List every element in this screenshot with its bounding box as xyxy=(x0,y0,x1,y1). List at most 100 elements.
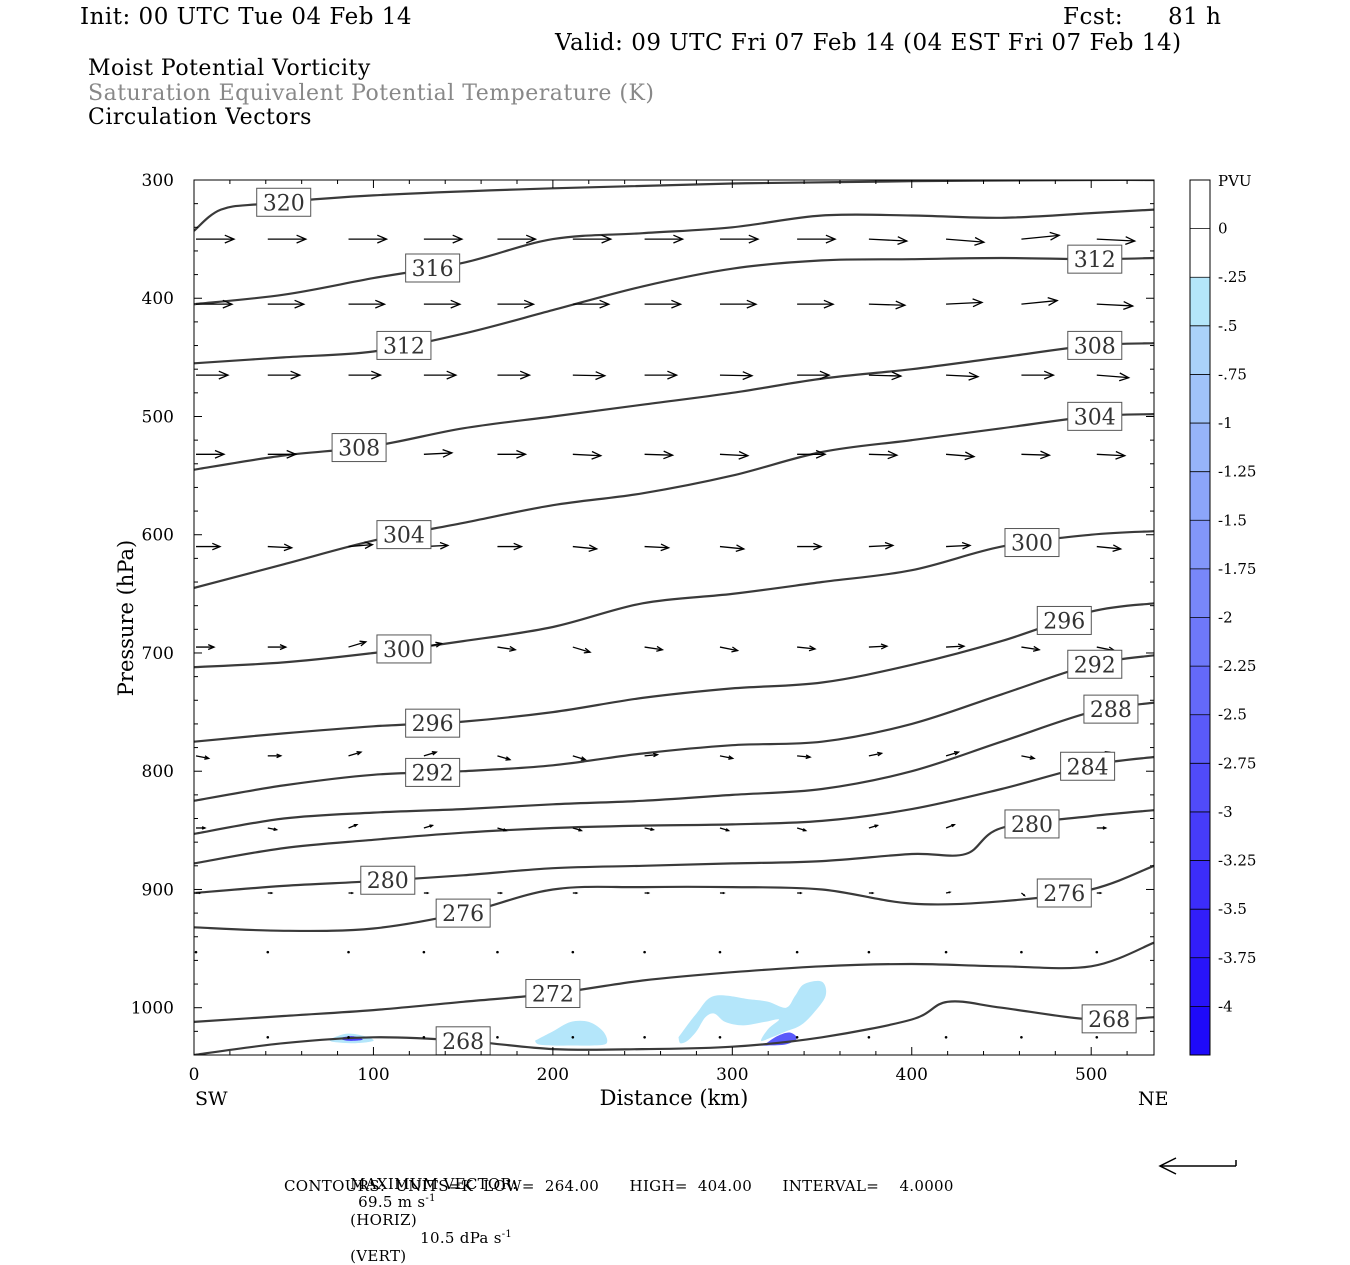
mpv-shade-0 xyxy=(678,980,827,1044)
contour-label-312-1: 312 xyxy=(376,330,432,360)
vector-arrow-7-5 xyxy=(572,827,584,832)
colorbar-label-4: -1 xyxy=(1218,414,1233,432)
vector-arrow-4-9 xyxy=(868,541,895,550)
forecast-hour: 81 h xyxy=(1168,4,1222,30)
y-tick-label-300: 300 xyxy=(142,171,174,191)
vector-arrow-6-6 xyxy=(644,752,660,758)
vector-arrow-6-4 xyxy=(497,755,512,761)
vector-arrow-3-1 xyxy=(267,449,298,459)
colorbar-label-2: -.5 xyxy=(1218,317,1237,335)
vector-arrow-6-7 xyxy=(719,755,735,760)
vector-arrow-3-7 xyxy=(719,450,750,460)
vector-arrow-0-12 xyxy=(1096,236,1137,246)
vector-arrow-8-7 xyxy=(719,891,726,895)
vector-arrow-9-6 xyxy=(643,950,646,954)
vector-arrow-0-6 xyxy=(644,234,685,244)
svg-text:276: 276 xyxy=(442,902,484,927)
contours-info-line: CONTOURS: UNITS=K LOW= 264.00 HIGH= 404.… xyxy=(284,1177,954,1195)
vector-arrow-3-10 xyxy=(946,451,976,461)
vector-arrow-0-7 xyxy=(719,234,760,244)
vector-arrow-5-9 xyxy=(868,643,889,650)
colorbar-box-14 xyxy=(1190,860,1210,910)
vector-arrow-1-6 xyxy=(644,299,683,309)
max-vector-horiz: 69.5 m s xyxy=(358,1193,426,1211)
vector-arrow-2-11 xyxy=(1021,370,1056,380)
colorbar-label-11: -2.75 xyxy=(1218,754,1256,772)
vector-arrow-10-9 xyxy=(944,1035,948,1039)
colorbar-box-6 xyxy=(1190,471,1210,521)
colorbar: PVU 0 -.25 -.5 -.75 -1 -1.25 -1.5 -1.75 -2 -2.25 -2… xyxy=(1189,172,1256,1056)
vector-arrow-2-4 xyxy=(497,370,532,380)
vector-arrow-5-0 xyxy=(196,644,216,651)
vector-arrow-2-10 xyxy=(946,371,980,381)
vector-arrow-0-9 xyxy=(868,236,909,246)
vector-arrow-7-0 xyxy=(196,826,207,830)
contour-label-308-2: 308 xyxy=(1067,330,1123,360)
svg-text:312: 312 xyxy=(1074,248,1116,273)
max-vector-label: MAXIMUM VECTOR: xyxy=(350,1175,518,1193)
colorbar-label-5: -1.25 xyxy=(1218,463,1256,481)
svg-text:300: 300 xyxy=(1011,532,1053,557)
vector-arrow-7-2 xyxy=(348,823,359,829)
vector-arrow-1-10 xyxy=(946,298,984,308)
vector-arrow-9-12 xyxy=(1095,950,1099,954)
vector-arrow-5-7 xyxy=(719,646,740,653)
colorbar-box-4 xyxy=(1190,374,1210,424)
vector-arrow-1-3 xyxy=(423,299,462,309)
vector-arrow-2-12 xyxy=(1096,372,1131,382)
x-tick-label-400: 400 xyxy=(896,1065,928,1085)
svg-text:272: 272 xyxy=(532,983,574,1008)
colorbar-box-3 xyxy=(1190,325,1210,375)
vector-arrow-6-10 xyxy=(945,750,961,757)
colorbar-box-0 xyxy=(1190,180,1210,229)
forecast-label: Fcst: xyxy=(1063,4,1124,30)
colorbar-box-16 xyxy=(1190,957,1210,1007)
contour-label-276-1: 276 xyxy=(435,898,491,928)
vector-arrow-0-10 xyxy=(946,236,986,246)
circulation-vector-layer xyxy=(194,231,1137,1039)
vector-arrow-3-9 xyxy=(868,450,899,460)
vector-arrow-5-8 xyxy=(797,645,817,652)
colorbar-box-9 xyxy=(1190,617,1210,667)
vector-arrow-3-3 xyxy=(423,448,454,458)
svg-text:308: 308 xyxy=(1074,334,1116,359)
svg-text:284: 284 xyxy=(1067,755,1109,780)
vector-arrow-9-5 xyxy=(571,950,575,954)
vector-arrow-2-1 xyxy=(267,370,302,380)
vector-arrow-6-0 xyxy=(195,755,211,760)
vector-arrow-4-12 xyxy=(1096,544,1123,553)
mpv-shade-1 xyxy=(534,1020,608,1046)
svg-text:292: 292 xyxy=(412,761,454,786)
vector-arrow-9-0 xyxy=(194,950,198,954)
vector-arrow-3-5 xyxy=(572,450,603,460)
svg-text:308: 308 xyxy=(338,437,380,462)
svg-text:296: 296 xyxy=(1043,609,1085,634)
colorbar-label-1: -.25 xyxy=(1218,268,1247,286)
vector-arrow-1-8 xyxy=(797,299,835,309)
svg-text:320: 320 xyxy=(263,191,305,216)
field-title-theta-es: Saturation Equivalent Potential Temperat… xyxy=(88,81,655,106)
vector-arrow-6-9 xyxy=(868,751,884,757)
vector-arrow-4-5 xyxy=(572,544,599,553)
colorbar-label-3: -.75 xyxy=(1218,365,1247,383)
contour-label-268-2: 268 xyxy=(1081,1004,1137,1034)
x-tick-label-200: 200 xyxy=(537,1065,569,1085)
vector-arrow-10-6 xyxy=(718,1035,722,1039)
vector-arrow-2-8 xyxy=(797,370,831,380)
y-axis-title: Pressure (hPa) xyxy=(114,540,138,696)
x-axis-title: Distance (km) xyxy=(600,1086,749,1110)
contour-292 xyxy=(194,654,1154,802)
vector-arrow-9-11 xyxy=(1020,950,1023,954)
contour-276 xyxy=(194,864,1154,933)
vector-arrow-3-0 xyxy=(196,449,226,459)
svg-text:268: 268 xyxy=(442,1030,484,1055)
contour-label-320-1: 320 xyxy=(256,187,312,217)
y-tick-label-800: 800 xyxy=(142,762,174,782)
reference-vector-arrow-icon xyxy=(1158,1157,1237,1175)
y-tick-label-600: 600 xyxy=(142,526,174,546)
vector-arrow-9-9 xyxy=(867,950,871,954)
axes-layer: 300 400 500 600 700 800 900 1000 0 100 200 300 400 50… xyxy=(131,171,1154,1085)
vector-arrow-7-10 xyxy=(945,823,956,829)
x-tick-label-0: 0 xyxy=(189,1065,200,1085)
x-tick-label-500: 500 xyxy=(1075,1065,1107,1085)
